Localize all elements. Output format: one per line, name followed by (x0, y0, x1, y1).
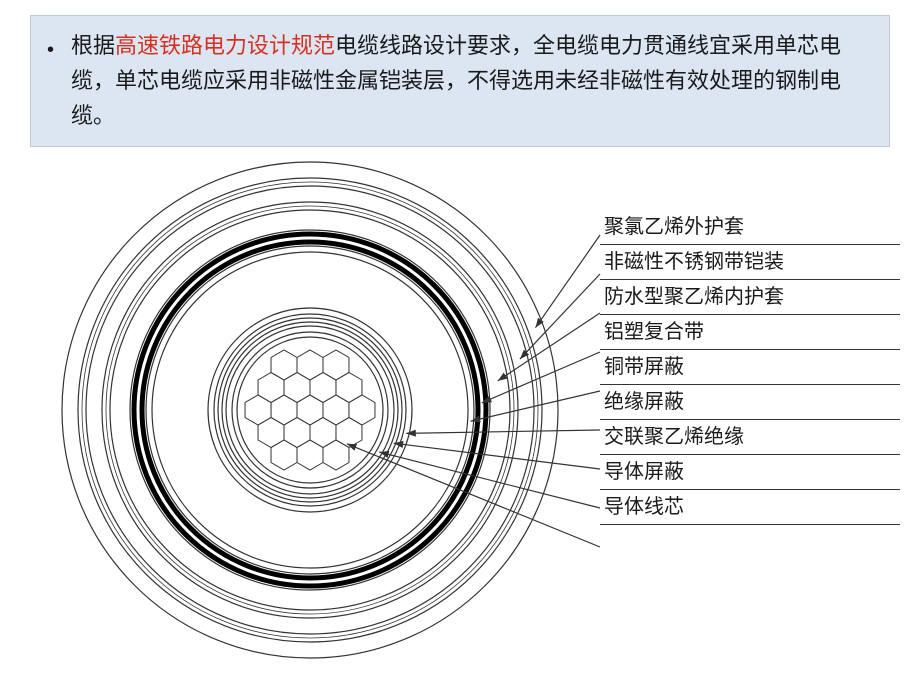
layer-label: 铜带屏蔽 (600, 350, 900, 385)
description-text-box: • 根据高速铁路电力设计规范电缆线路设计要求，全电缆电力贯通线宜采用单芯电缆，单… (30, 15, 890, 147)
cable-diagram: 聚氯乙烯外护套非磁性不锈钢带铠装防水型聚乙烯内护套铝塑复合带铜带屏蔽绝缘屏蔽交联… (0, 140, 920, 690)
layer-label: 导体线芯 (600, 490, 900, 525)
layer-label: 导体屏蔽 (600, 455, 900, 490)
layer-label: 防水型聚乙烯内护套 (600, 280, 900, 315)
layer-label: 绝缘屏蔽 (600, 385, 900, 420)
layer-label: 非磁性不锈钢带铠装 (600, 245, 900, 280)
layer-label: 交联聚乙烯绝缘 (600, 420, 900, 455)
layer-labels: 聚氯乙烯外护套非磁性不锈钢带铠装防水型聚乙烯内护套铝塑复合带铜带屏蔽绝缘屏蔽交联… (600, 210, 900, 525)
text-highlight: 高速铁路电力设计规范 (115, 33, 335, 58)
text-prefix: 根据 (71, 33, 115, 58)
layer-label: 铝塑复合带 (600, 315, 900, 350)
bullet: • (47, 34, 54, 66)
layer-label: 聚氯乙烯外护套 (600, 210, 900, 245)
